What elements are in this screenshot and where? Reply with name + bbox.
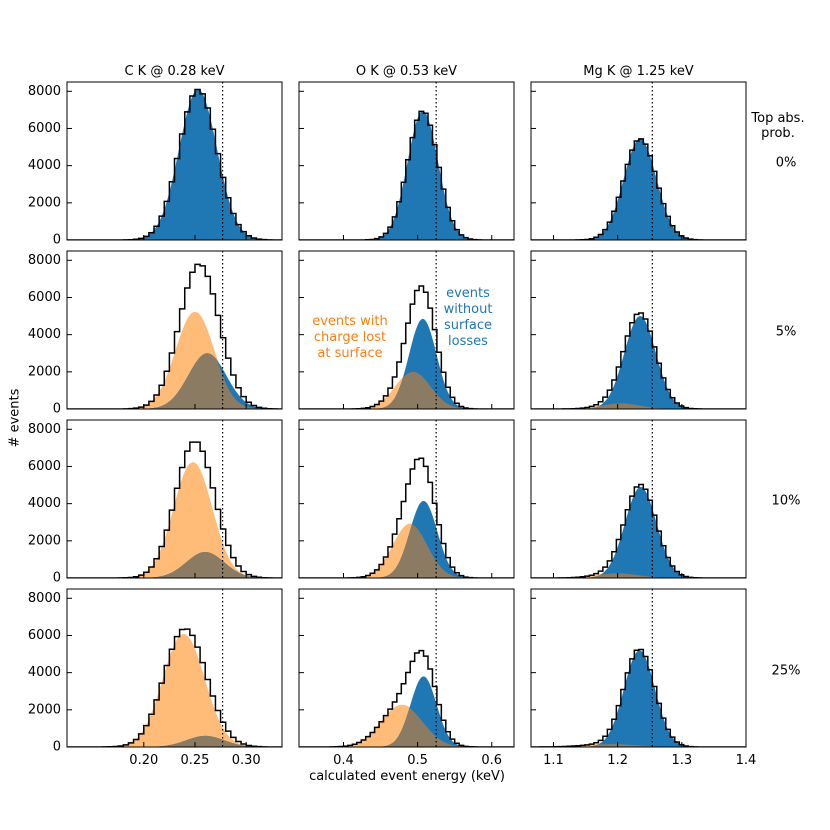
y-tick-label: 8000: [28, 84, 61, 99]
column-title-2: O K @ 0.53 keV: [356, 64, 457, 79]
surface-loss-area: [67, 462, 282, 578]
y-tick-label: 2000: [28, 702, 61, 717]
y-tick-label: 6000: [28, 121, 61, 136]
overlap-area: [67, 735, 282, 747]
overlap-area: [67, 353, 282, 409]
y-tick-label: 0: [53, 402, 61, 417]
x-tick-label: 1.2: [607, 753, 628, 768]
panel-r1-c3: Mg K @ 1.25 keV: [530, 64, 747, 241]
panel-frame: [530, 250, 747, 410]
y-tick-label: 6000: [28, 290, 61, 305]
row-label-2: 5%: [776, 325, 797, 340]
column-title-1: C K @ 0.28 keV: [124, 64, 224, 79]
overlap-area: [531, 573, 746, 578]
figure-labels: # events calculated event energy (keV) T…: [8, 111, 805, 784]
panel-r4-c2: 0.4 0.5 0.6: [298, 588, 515, 768]
panel-r3-c2: [298, 419, 515, 579]
panel-r2-c2: [298, 250, 515, 410]
surface-loss-area: [67, 311, 282, 409]
no-surface-loss-area: [531, 316, 746, 409]
panel-r3-c3: [530, 419, 747, 579]
y-tick-label: 8000: [28, 591, 61, 606]
y-tick-label: 6000: [28, 459, 61, 474]
annotation-surface-losses: events with charge lost at surface: [312, 314, 388, 361]
panel-r1-c1: 0 2000 4000 6000 8000 C K @ 0.28 keV: [28, 64, 283, 248]
panel-frame: [530, 419, 747, 579]
no-surface-loss-area: [531, 650, 746, 747]
x-tick-label: 1.4: [736, 753, 757, 768]
panel-r4-c1: 0 2000 4000 6000 8000 0.20 0.25 0.30: [28, 588, 283, 768]
x-tick-label: 0.25: [180, 753, 209, 768]
y-tick-label: 0: [53, 740, 61, 755]
panel-r1-c2: O K @ 0.53 keV: [298, 64, 515, 241]
no-surface-loss-area: [531, 138, 746, 240]
panel-frame: [298, 588, 515, 748]
y-tick-label: 2000: [28, 364, 61, 379]
row-label-1: 0%: [776, 156, 797, 171]
panel-r2-c1: 0 2000 4000 6000 8000: [28, 250, 283, 417]
panel-frame: [66, 81, 283, 241]
panel-frame: [298, 81, 515, 241]
panel-r4-c3: 1.1 1.2 1.3 1.4: [530, 588, 757, 768]
y-tick-label: 2000: [28, 195, 61, 210]
x-tick-label: 0.4: [333, 753, 354, 768]
y-tick-label: 4000: [28, 327, 61, 342]
panel-r3-c1: 0 2000 4000 6000 8000: [28, 419, 283, 586]
x-tick-label: 0.30: [232, 753, 261, 768]
no-surface-loss-area: [531, 486, 746, 578]
overlap-area: [531, 403, 746, 409]
y-tick-label: 8000: [28, 422, 61, 437]
y-tick-label: 2000: [28, 533, 61, 548]
panel-frame: [66, 419, 283, 579]
x-axis-label: calculated event energy (keV): [309, 769, 505, 784]
panel-frame: [298, 250, 515, 410]
y-tick-label: 6000: [28, 628, 61, 643]
x-tick-label: 0.5: [407, 753, 428, 768]
row-label-3: 10%: [772, 494, 801, 509]
row-label-4: 25%: [772, 664, 801, 679]
panel-r2-c3: [530, 250, 747, 410]
x-tick-label: 1.1: [543, 753, 564, 768]
overlap-area: [67, 551, 282, 578]
panel-grid: 0 2000 4000 6000 8000 C K @ 0.28 keV O K @ 0.5…: [28, 64, 801, 768]
overlap-area: [299, 371, 514, 409]
no-surface-loss-area: [67, 89, 282, 240]
y-tick-label: 4000: [28, 665, 61, 680]
panel-frame: [66, 250, 283, 410]
y-tick-label: 0: [53, 233, 61, 248]
y-axis-label: # events: [8, 388, 23, 447]
panel-frame: [530, 588, 747, 748]
y-tick-label: 4000: [28, 158, 61, 173]
row-header-title: Top abs. prob.: [750, 111, 804, 141]
column-title-3: Mg K @ 1.25 keV: [583, 64, 694, 79]
panel-frame: [298, 419, 515, 579]
annotation-no-surface-losses: events without surface losses: [444, 286, 493, 349]
y-tick-label: 0: [53, 571, 61, 586]
overlap-area: [299, 524, 514, 578]
y-tick-label: 8000: [28, 253, 61, 268]
x-tick-label: 0.20: [129, 753, 158, 768]
x-tick-label: 0.6: [481, 753, 502, 768]
surface-loss-area: [67, 634, 282, 747]
panel-frame: [66, 588, 283, 748]
x-tick-label: 1.3: [671, 753, 692, 768]
y-tick-label: 4000: [28, 496, 61, 511]
overlap-area: [531, 744, 746, 747]
overlap-area: [299, 708, 514, 747]
panel-frame: [530, 81, 747, 241]
